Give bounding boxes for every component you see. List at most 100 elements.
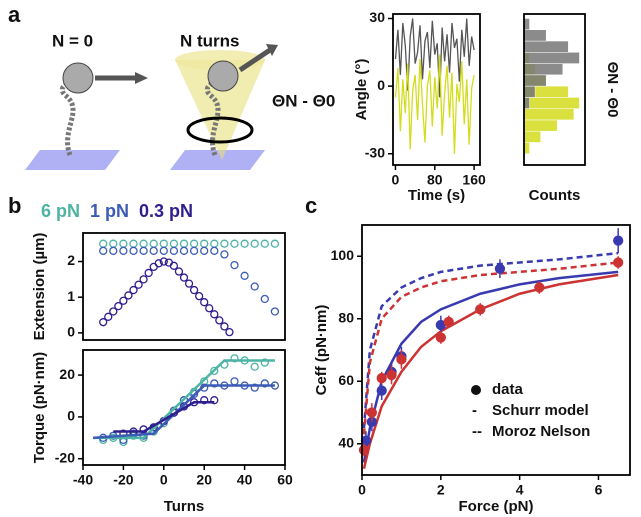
data-point [230, 239, 239, 248]
data-point [230, 354, 239, 363]
data-point [250, 362, 259, 371]
label: N = 0 [52, 31, 93, 50]
legend-label: 6 pN [41, 201, 80, 221]
data-point [109, 246, 118, 255]
x-tick-label: 0 [392, 172, 400, 188]
series-line [394, 54, 475, 154]
data-point [99, 239, 108, 248]
data-point [184, 279, 194, 288]
y-tick-label: 30 [369, 9, 385, 25]
data-point [396, 354, 407, 365]
label: N turns [180, 31, 240, 50]
legend-label: data [492, 381, 524, 398]
arrow-head [266, 44, 278, 56]
data-point [139, 275, 148, 284]
data-point [210, 396, 219, 405]
series-line [362, 251, 619, 429]
series-line [93, 359, 275, 440]
data-point [149, 239, 158, 248]
data-point [149, 246, 158, 255]
hist-bar [523, 119, 558, 132]
hist-bar [523, 63, 564, 76]
x-tick-label: 160 [462, 172, 486, 188]
y-tick-label: 80 [338, 309, 354, 325]
data-point [494, 263, 506, 274]
x-tick-label: 2 [437, 482, 445, 498]
data-point [99, 246, 108, 255]
data-point [376, 385, 387, 396]
data-point [250, 239, 259, 248]
series-line [362, 261, 619, 435]
hist-bar [523, 40, 569, 53]
x-tick-label: 40 [237, 472, 253, 488]
data-point [250, 383, 259, 392]
y-axis-label: ΘN - Θ0 [604, 62, 621, 118]
surface [170, 150, 265, 170]
y-axis-label: Ceff (pN·nm) [313, 305, 330, 396]
data-point [119, 246, 128, 255]
data-point [220, 322, 229, 331]
y-tick-label: 0 [67, 324, 75, 340]
data-point [270, 307, 280, 316]
x-tick-label: 0 [160, 472, 168, 488]
data-point [149, 262, 158, 272]
data-point [159, 239, 168, 248]
data-point [260, 358, 269, 367]
data-point [114, 301, 123, 311]
data-point [109, 307, 118, 316]
y-axis-label: Torque (pN·nm) [31, 352, 48, 463]
data-point [99, 318, 108, 327]
y-axis-label: Extension (µm) [31, 233, 48, 341]
y-tick-label: 2 [67, 252, 75, 268]
data-point [189, 239, 199, 248]
data-point [205, 304, 214, 313]
data-point [260, 379, 269, 388]
bead [207, 60, 239, 92]
data-point [129, 239, 138, 248]
data-point [144, 268, 153, 278]
data-point [443, 316, 454, 328]
data-point [119, 239, 128, 248]
illustration: N = 0 N turns ΘN - Θ0 [25, 31, 335, 170]
y-axis-label: Angle (°) [353, 59, 370, 121]
data-point [124, 291, 133, 300]
data-point [189, 285, 199, 295]
hist-bar [523, 97, 580, 109]
y-tick-label: -30 [365, 144, 385, 160]
y-tick-label: 0 [377, 77, 385, 93]
y-tick-label: 1 [67, 288, 75, 304]
data-point [270, 239, 280, 248]
data-point [386, 369, 397, 381]
data-point [174, 267, 184, 276]
x-tick-label: -40 [73, 472, 93, 488]
cone-top [175, 50, 265, 70]
data-point [210, 310, 219, 319]
panel-label: b [8, 193, 21, 218]
data-point [134, 280, 143, 289]
data-point [210, 239, 219, 248]
data-point [139, 239, 148, 248]
x-axis-label: Counts [529, 187, 581, 204]
bead [62, 62, 94, 94]
hist-bar [523, 29, 547, 42]
data-point [119, 296, 128, 305]
data-point [189, 246, 199, 255]
data-point [169, 246, 179, 255]
axes-frame [82, 232, 286, 341]
data-point [179, 239, 189, 248]
data-point [240, 239, 249, 248]
x-axis-label: Time (s) [408, 187, 465, 204]
data-point [230, 377, 239, 386]
data-point [200, 396, 209, 405]
data-point [210, 366, 219, 376]
legend-marker: - [472, 402, 477, 419]
legend-marker: -- [472, 423, 482, 440]
y-tick-label: 0 [67, 408, 75, 424]
hist-bar [523, 130, 541, 143]
arrow [238, 47, 272, 73]
x-tick-label: -20 [113, 472, 133, 488]
data-point [109, 239, 118, 248]
x-tick-label: 4 [516, 482, 524, 498]
arrow-head [135, 72, 148, 84]
axes-frame [392, 13, 481, 166]
